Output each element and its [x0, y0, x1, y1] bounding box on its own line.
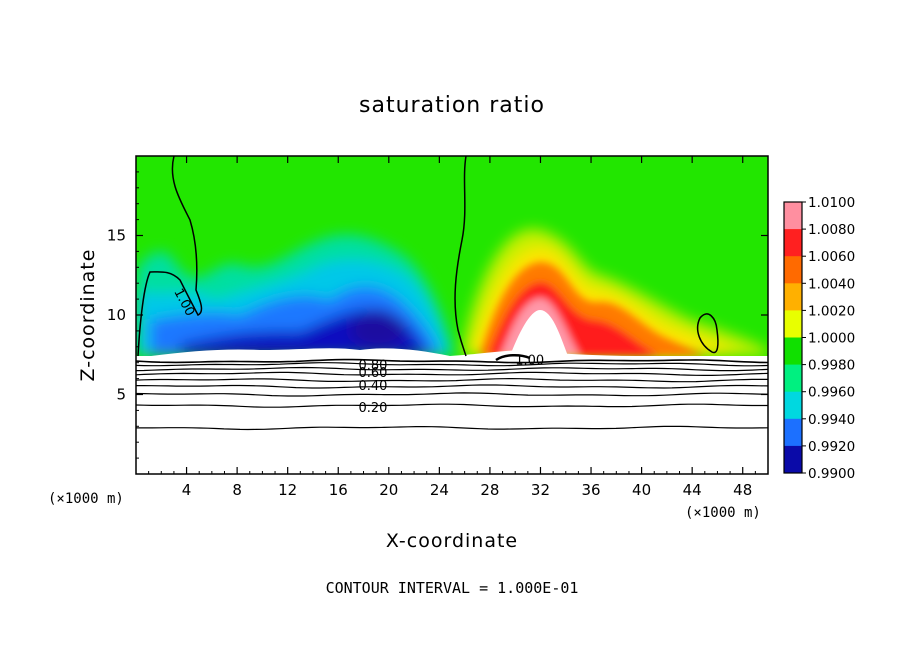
- colorbar-label: 1.0020: [808, 303, 855, 319]
- colorbar-label: 1.0100: [808, 195, 855, 211]
- contour-label: 0.40: [358, 379, 387, 394]
- colorbar-label: 0.9980: [808, 358, 855, 374]
- colorbar-swatch-1.0080: [784, 229, 802, 257]
- contour-label: 0.80: [358, 358, 387, 373]
- contour-label: 0.60: [358, 366, 387, 381]
- x-tick-label: 20: [379, 481, 398, 499]
- contour-line-0.30: [135, 392, 769, 397]
- contour-line-0.20: [135, 403, 768, 408]
- y-tick-label: 5: [116, 386, 126, 404]
- contour-line-1.00: [137, 155, 203, 357]
- x-axis-label: X-coordinate: [386, 530, 518, 552]
- colorbar-label: 1.0080: [808, 222, 855, 238]
- x-tick-label: 16: [329, 481, 348, 499]
- x-tick-label: 12: [278, 481, 297, 499]
- plot-area: 0.800.600.400.201.001.00: [135, 155, 769, 475]
- colorbar-swatch-1.0020: [784, 310, 802, 338]
- x-tick-label: 40: [632, 481, 651, 499]
- y-axis: 5 10 15: [107, 171, 768, 459]
- contour-line-1.00: [454, 155, 467, 357]
- contour-label: 0.20: [358, 401, 387, 416]
- x-tick-label: 8: [232, 481, 242, 499]
- x-tick-label: 32: [531, 481, 550, 499]
- colorbar-swatch-0.9960: [784, 391, 802, 420]
- colorbar-label: 0.9900: [808, 466, 855, 482]
- chart-title: saturation ratio: [359, 93, 545, 118]
- contour-line-0.80: [135, 362, 769, 367]
- colorbar-swatch-1.0000: [784, 337, 802, 366]
- y-tick-label: 15: [107, 227, 126, 245]
- colorbar: 1.0100 1.0080 1.0060 1.0040 1.0020 1.0000 0.99…: [783, 195, 855, 482]
- contour-labels: 0.800.600.400.201.001.00: [170, 286, 544, 416]
- colorbar-label: 1.0040: [808, 276, 855, 292]
- x-unit-label-right: (×1000 m): [685, 505, 761, 521]
- contour-line-0.70: [135, 366, 769, 372]
- contour-line-1.00: [495, 354, 531, 362]
- contour-line-0.40: [136, 384, 769, 389]
- x-unit-label: (×1000 m): [48, 491, 124, 507]
- x-tick-label: 36: [581, 481, 600, 499]
- colorbar-swatch-1.0100: [784, 202, 802, 230]
- contour-interval-note: CONTOUR INTERVAL = 1.000E-01: [326, 579, 579, 597]
- colorbar-label: 0.9960: [808, 385, 855, 401]
- contour-line-0.50: [135, 377, 768, 383]
- colorbar-swatch-1.0060: [784, 256, 802, 284]
- colorbar-label: 0.9940: [808, 412, 855, 428]
- contour-line-1.00: [696, 313, 719, 354]
- contour-line-0.10: [136, 425, 769, 431]
- x-tick-label: 4: [182, 481, 192, 499]
- x-tick-label: 48: [733, 481, 752, 499]
- x-axis: 4 8 12 16 20 24 28 32 36 40 44 48: [148, 156, 756, 499]
- y-axis-label: Z-coordinate: [77, 249, 99, 382]
- colorbar-label: 1.0000: [808, 331, 855, 347]
- x-tick-label: 24: [430, 481, 449, 499]
- contour-label: 1.00: [515, 354, 544, 369]
- colorbar-label: 1.0060: [808, 249, 855, 265]
- colorbar-label: 0.9920: [808, 439, 855, 455]
- contour-lines: [135, 358, 769, 431]
- contour-line-0.90: [135, 358, 769, 364]
- contour-line-0.60: [135, 371, 769, 376]
- colorbar-swatch-0.9920: [784, 445, 802, 474]
- x-tick-label: 28: [480, 481, 499, 499]
- colorbar-swatch-0.9980: [784, 364, 802, 393]
- colorbar-swatch-0.9940: [784, 418, 802, 447]
- heatmap-field: [136, 156, 768, 356]
- y-tick-label: 10: [107, 306, 126, 324]
- colorbar-swatch-1.0040: [784, 283, 802, 311]
- x-tick-label: 44: [683, 481, 702, 499]
